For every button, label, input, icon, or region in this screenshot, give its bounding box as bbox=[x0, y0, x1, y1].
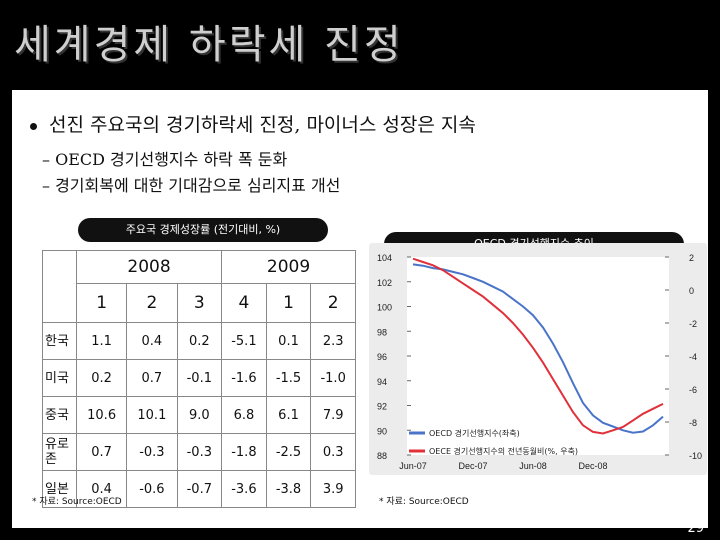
value-cell: 1.1 bbox=[75, 322, 128, 360]
legend-label: OECE 경기선행지수의 전년동월비(%, 우축) bbox=[429, 446, 578, 456]
quarter-header: 4 bbox=[221, 283, 267, 323]
value-cell: -0.7 bbox=[176, 470, 223, 508]
quarter-header: 2 bbox=[126, 283, 178, 323]
slide-content: 선진 주요국의 경기하락세 진정, 마이너스 성장은 지속 – OECD 경기선… bbox=[12, 90, 708, 528]
value-cell: -0.1 bbox=[176, 359, 223, 397]
series-line bbox=[412, 257, 664, 435]
y-right-tick-label: -2 bbox=[689, 319, 697, 329]
value-cell: 0.7 bbox=[75, 433, 128, 471]
y-left-tick-label: 100 bbox=[377, 303, 392, 313]
y-left-tick-label: 90 bbox=[377, 426, 387, 436]
country-cell: 유로존 bbox=[42, 433, 77, 471]
country-cell: 중국 bbox=[42, 396, 77, 434]
value-cell: 0.4 bbox=[126, 322, 178, 360]
value-cell: 0.3 bbox=[310, 433, 356, 471]
value-cell: -1.0 bbox=[310, 359, 356, 397]
y-left-tick-label: 98 bbox=[377, 327, 387, 337]
year-header: 2009 bbox=[221, 250, 356, 284]
value-cell: 0.2 bbox=[75, 359, 128, 397]
y-right-tick-label: 0 bbox=[689, 286, 694, 296]
x-tick-label: Dec-07 bbox=[458, 461, 487, 471]
value-cell: -0.3 bbox=[176, 433, 223, 471]
country-cell: 한국 bbox=[42, 322, 77, 360]
value-cell: -1.5 bbox=[265, 359, 312, 397]
y-left-tick-label: 102 bbox=[377, 278, 392, 288]
x-tick-label: Jun-08 bbox=[519, 461, 547, 471]
quarter-header: 1 bbox=[75, 283, 128, 323]
value-cell: 3.9 bbox=[310, 470, 356, 508]
value-cell: -3.8 bbox=[265, 470, 312, 508]
year-header: 2008 bbox=[75, 250, 223, 284]
y-right-tick-label: -8 bbox=[689, 418, 697, 428]
value-cell: -0.3 bbox=[126, 433, 178, 471]
table-row: 유로존 0.7 -0.3 -0.3 -1.8 -2.5 0.3 bbox=[42, 433, 356, 471]
country-cell: 미국 bbox=[42, 359, 77, 397]
table-caption: 주요국 경제성장률 (전기대비, %) bbox=[78, 218, 328, 242]
series-line bbox=[412, 263, 664, 434]
table-body: 한국 1.1 0.4 0.2 -5.1 0.1 2.3 미국 0.2 0.7 -0.1 -1.6 -1.… bbox=[42, 322, 356, 508]
quarter-header: 1 bbox=[265, 283, 312, 323]
table-row: 일본 0.4 -0.6 -0.7 -3.6 -3.8 3.9 bbox=[42, 470, 356, 508]
main-bullet-text: 선진 주요국의 경기하락세 진정, 마이너스 성장은 지속 bbox=[49, 114, 476, 136]
value-cell: 7.9 bbox=[310, 396, 356, 434]
y-right-tick-label: -4 bbox=[689, 352, 697, 362]
value-cell: 2.3 bbox=[310, 322, 356, 360]
value-cell: -2.5 bbox=[265, 433, 312, 471]
y-left-tick-label: 88 bbox=[377, 451, 387, 461]
value-cell: 0.2 bbox=[176, 322, 223, 360]
y-right-tick-label: -10 bbox=[689, 451, 702, 461]
quarter-header: 2 bbox=[310, 283, 356, 323]
value-cell: -1.8 bbox=[221, 433, 267, 471]
quarter-header: 3 bbox=[176, 283, 223, 323]
table-row: 2008 2009 bbox=[42, 250, 356, 323]
value-cell: 6.8 bbox=[221, 396, 267, 434]
y-left-tick-label: 92 bbox=[377, 402, 387, 412]
y-left-tick-label: 104 bbox=[377, 253, 392, 263]
x-tick-label: Jun-07 bbox=[399, 461, 427, 471]
table-row: 한국 1.1 0.4 0.2 -5.1 0.1 2.3 bbox=[42, 322, 356, 360]
value-cell: -3.6 bbox=[221, 470, 267, 508]
value-cell: -0.6 bbox=[126, 470, 178, 508]
slide-title: 세계경제 하락세 진정 bbox=[14, 22, 404, 68]
chart-source: * 자료: Source:OECD bbox=[379, 497, 469, 507]
table-row: 중국 10.6 10.1 9.0 6.8 6.1 7.9 bbox=[42, 396, 356, 434]
table-source: * 자료: Source:OECD bbox=[32, 497, 122, 507]
value-cell: 10.1 bbox=[126, 396, 178, 434]
value-cell: 0.7 bbox=[126, 359, 178, 397]
value-cell: 0.1 bbox=[265, 322, 312, 360]
y-right-tick-label: -6 bbox=[689, 385, 697, 395]
y-right-tick-label: 2 bbox=[689, 253, 694, 263]
value-cell: 9.0 bbox=[176, 396, 223, 434]
main-bullet: 선진 주요국의 경기하락세 진정, 마이너스 성장은 지속 bbox=[30, 110, 476, 137]
table-row: 미국 0.2 0.7 -0.1 -1.6 -1.5 -1.0 bbox=[42, 359, 356, 397]
page-number: 29 bbox=[687, 521, 704, 536]
bullet-dot-icon bbox=[30, 122, 37, 130]
value-cell: -1.6 bbox=[221, 359, 267, 397]
y-left-tick-label: 96 bbox=[377, 352, 387, 362]
legend-label: OECD 경기선행지수(좌축) bbox=[429, 428, 520, 438]
oecd-cli-chart: 104 102 100 98 96 94 92 90 88 2 0 -2 -4 -6 -8 -10 Jun-07… bbox=[369, 243, 707, 475]
x-tick-label: Dec-08 bbox=[578, 461, 607, 471]
value-cell: -5.1 bbox=[221, 322, 267, 360]
y-left-tick-label: 94 bbox=[377, 377, 387, 387]
value-cell: 10.6 bbox=[75, 396, 128, 434]
table-corner bbox=[42, 250, 77, 323]
sub-bullet-2: – 경기회복에 대한 기대감으로 심리지표 개선 bbox=[42, 176, 341, 195]
value-cell: 6.1 bbox=[265, 396, 312, 434]
sub-bullet-1: – OECD 경기선행지수 하락 폭 둔화 bbox=[42, 150, 288, 169]
